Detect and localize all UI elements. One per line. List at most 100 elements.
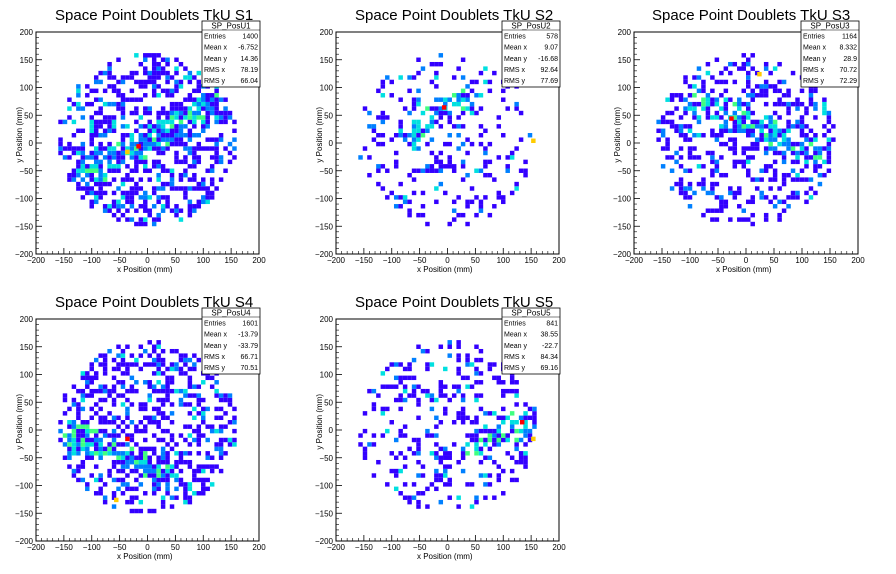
- histogram-bin: [98, 181, 103, 187]
- stats-title: SP_PosU5: [511, 309, 551, 318]
- histogram-bin: [156, 420, 161, 425]
- histogram-bin: [411, 106, 417, 111]
- histogram-bin: [209, 464, 215, 469]
- histogram-bin: [138, 473, 144, 478]
- histogram-bin: [129, 141, 135, 147]
- histogram-bin: [205, 199, 210, 205]
- histogram-bin: [156, 70, 161, 76]
- histogram-bin: [80, 115, 86, 120]
- histogram-bin: [407, 362, 412, 367]
- histogram-bin: [218, 397, 224, 403]
- histogram-bin: [160, 110, 166, 116]
- histogram-bin: [429, 124, 435, 129]
- histogram-bin: [169, 186, 175, 191]
- histogram-bin: [156, 380, 161, 385]
- histogram-bin: [218, 451, 224, 456]
- histogram-bin: [111, 428, 117, 434]
- histogram-bin: [192, 468, 197, 474]
- histogram-bin: [218, 468, 224, 474]
- histogram-bin: [151, 88, 157, 94]
- histogram-bin: [174, 204, 179, 209]
- histogram-bin: [196, 159, 202, 165]
- histogram-bin: [165, 473, 170, 478]
- y-tick-label: 0: [329, 426, 334, 435]
- histogram-bin: [813, 164, 818, 169]
- histogram-bin: [687, 168, 693, 173]
- histogram-bin: [523, 168, 528, 173]
- histogram-bin: [138, 353, 144, 358]
- histogram-bin: [429, 393, 435, 398]
- histogram-bin: [420, 491, 426, 496]
- histogram-bin: [710, 128, 715, 134]
- histogram-bin: [451, 393, 457, 398]
- histogram-bin: [178, 61, 184, 67]
- histogram-bin: [111, 504, 117, 509]
- histogram-bin: [151, 221, 157, 227]
- histogram-bin: [165, 388, 170, 394]
- histogram-bin: [505, 164, 510, 169]
- histogram-bin: [67, 106, 72, 111]
- histogram-bin: [93, 446, 99, 452]
- histogram-bin: [723, 199, 729, 205]
- histogram-bin: [151, 159, 157, 165]
- histogram-bin: [416, 344, 421, 349]
- histogram-bin: [678, 177, 684, 182]
- histogram-bin: [102, 177, 108, 182]
- histogram-bin: [165, 146, 170, 151]
- histogram-bin: [746, 106, 751, 111]
- histogram-bin: [429, 61, 435, 67]
- histogram-bin: [402, 433, 408, 438]
- histogram-bin: [732, 119, 738, 125]
- histogram-bin: [683, 124, 688, 129]
- histogram-bin: [447, 397, 452, 403]
- histogram-bin: [187, 164, 193, 169]
- histogram-bin: [76, 84, 81, 89]
- histogram-bin: [714, 97, 720, 102]
- histogram-bin: [76, 446, 81, 452]
- histogram-bin: [201, 420, 206, 425]
- histogram-bin: [750, 88, 755, 94]
- histogram-bin: [804, 146, 809, 151]
- histogram-bin: [483, 437, 488, 443]
- histogram-bin: [116, 155, 121, 160]
- histogram-bin: [214, 150, 219, 156]
- histogram-bin: [192, 97, 197, 102]
- histogram-bin: [781, 177, 787, 182]
- histogram-bin: [147, 380, 152, 385]
- histogram-bin: [62, 442, 68, 447]
- histogram-bin: [201, 119, 206, 125]
- y-tick-label: 100: [20, 371, 34, 380]
- stats-value: 841: [546, 320, 558, 327]
- x-tick-label: 150: [224, 543, 238, 552]
- histogram-bin: [434, 168, 439, 173]
- histogram-bin: [772, 168, 778, 173]
- histogram-bin: [759, 93, 764, 98]
- histogram-bin: [402, 106, 408, 111]
- histogram-bin: [165, 464, 170, 469]
- histogram-bin: [398, 433, 403, 438]
- histogram-bin: [501, 420, 506, 425]
- histogram-bin: [89, 133, 94, 138]
- histogram-bin: [474, 212, 479, 218]
- histogram-bin: [754, 186, 760, 191]
- histogram-bin: [737, 124, 742, 129]
- histogram-bin: [151, 217, 157, 222]
- histogram-bin: [501, 88, 506, 94]
- histogram-bin: [474, 371, 479, 376]
- histogram-bin: [492, 437, 497, 443]
- histogram-bin: [134, 164, 139, 169]
- histogram-bin: [156, 366, 161, 372]
- histogram-bin: [367, 110, 372, 116]
- histogram-bin: [813, 101, 818, 107]
- histogram-bin: [741, 208, 746, 213]
- histogram-bin: [487, 172, 493, 178]
- panel-title: Space Point Doublets TkU S5: [355, 294, 553, 311]
- histogram-bin: [710, 75, 715, 80]
- histogram-bin: [85, 442, 90, 447]
- histogram-bin: [777, 128, 782, 134]
- histogram-bin: [120, 141, 126, 147]
- y-tick-label: −200: [315, 537, 334, 546]
- histogram-bin: [143, 159, 148, 165]
- histogram-bin: [411, 437, 417, 443]
